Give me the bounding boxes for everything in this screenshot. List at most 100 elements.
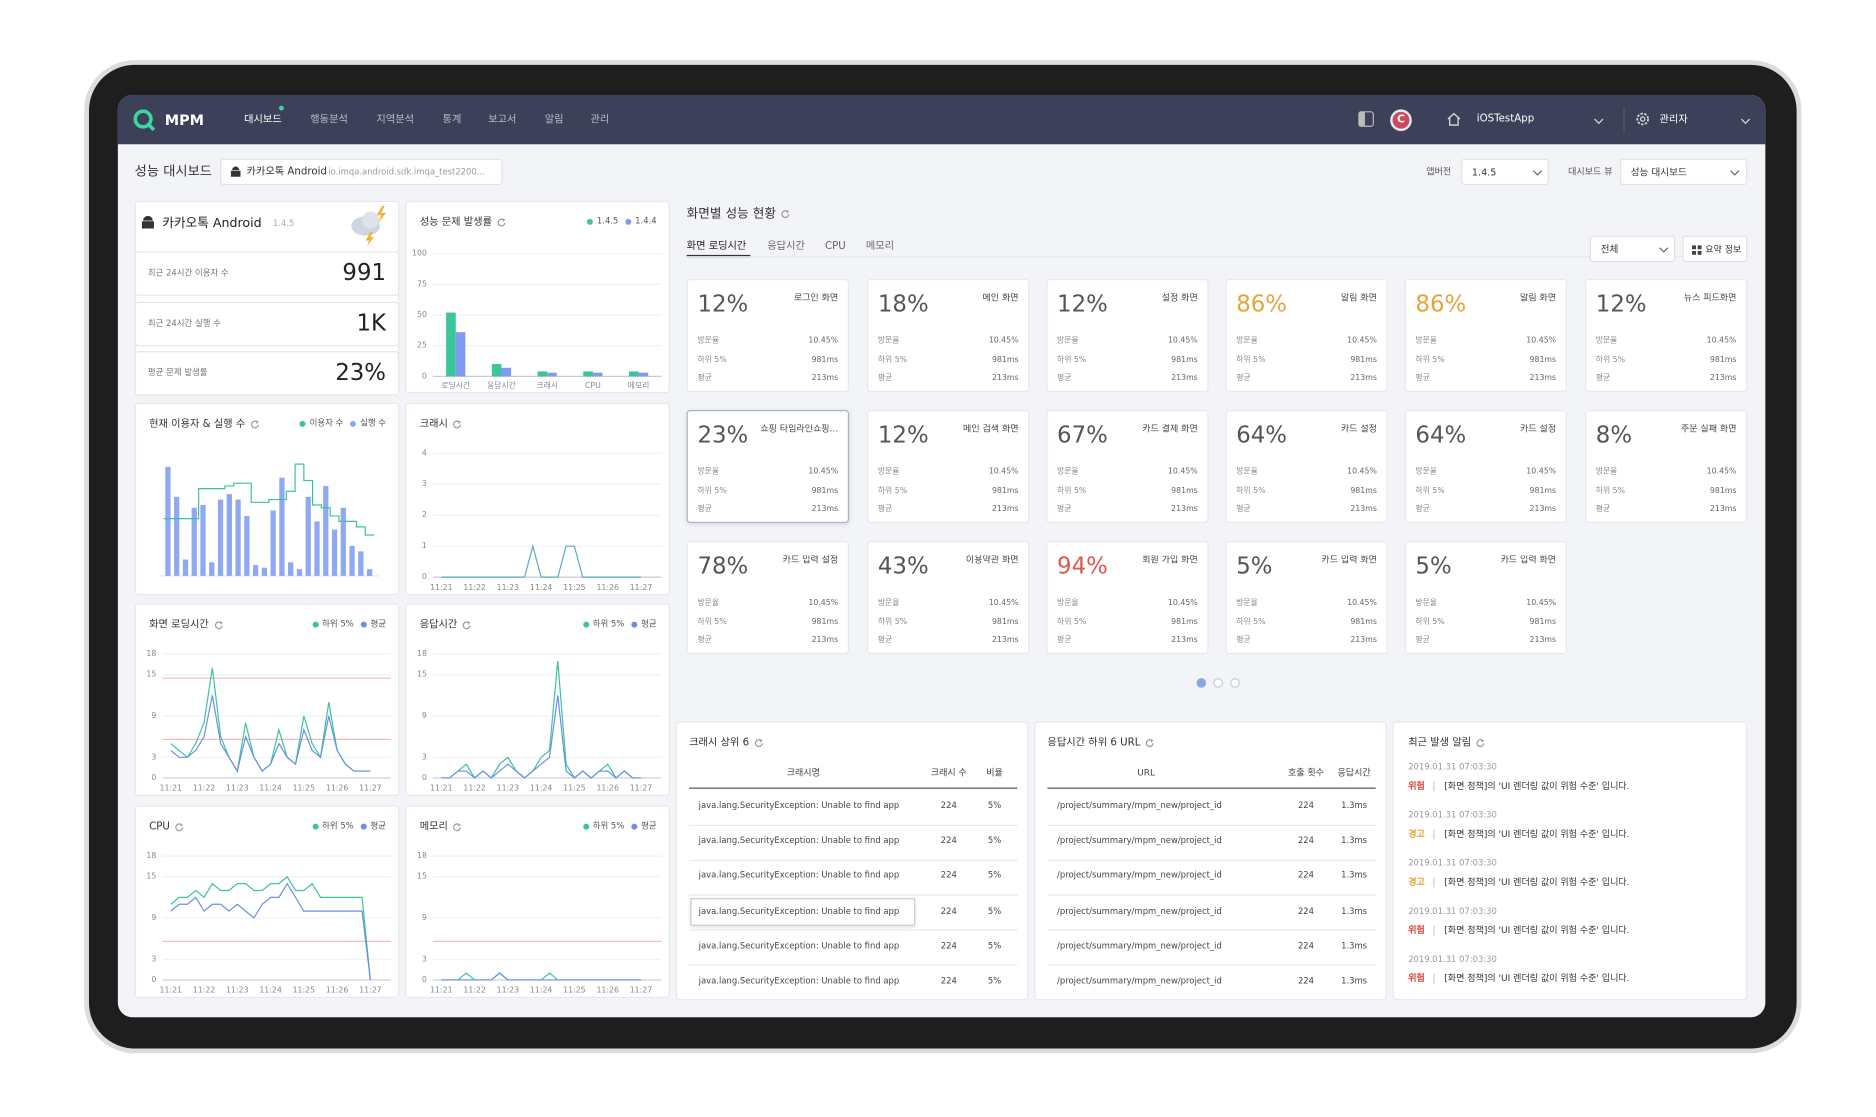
card-metric-value: 10.45%: [1706, 466, 1737, 477]
bar: [191, 507, 197, 576]
card-metric-label: 평균: [697, 372, 712, 383]
chevron: [1730, 170, 1740, 176]
page-dot[interactable]: [1196, 678, 1207, 688]
panel-header: 응답시간 하위 6 URL: [1047, 738, 1154, 748]
app-selector[interactable]: iOSTestApp: [1476, 113, 1535, 126]
bar: [537, 371, 548, 377]
card-metric-value: 981ms: [1171, 354, 1198, 364]
card-metric-label: 평균: [1595, 372, 1611, 383]
user-menu[interactable]: 관리자: [1659, 114, 1688, 127]
nav-menu-item[interactable]: 관리: [590, 114, 610, 127]
table-row-rule: [1047, 824, 1376, 826]
nav-menu-item[interactable]: 알림: [544, 114, 564, 127]
x-tick-label: 11:26: [596, 986, 619, 995]
version-select[interactable]: 1.4.5: [1461, 158, 1549, 186]
screen-card[interactable]: 23% 쇼핑 타임라인쇼핑... 방문율 10.45% 하위 5% 981ms 평균 213m…: [686, 410, 850, 524]
screen-card[interactable]: 64% 카드 설정 방문율 10.45% 하위 5% 981ms 평균 213ms: [1225, 410, 1388, 524]
refresh-icon: [453, 823, 462, 832]
series-line: [441, 660, 641, 779]
legend-item: 평균: [631, 822, 657, 830]
table-cell: 224: [1297, 976, 1315, 986]
card-metric-label: 하위 5%: [697, 354, 727, 364]
screen-card[interactable]: 67% 카드 결제 화면 방문율 10.45% 하위 5% 981ms 평균 213ms: [1046, 410, 1209, 524]
legend-dot: [583, 621, 590, 628]
table-cell: 5%: [987, 941, 1002, 951]
refresh-icon-part: [759, 739, 763, 743]
screen-card[interactable]: 78% 카드 입력 설정 방문율 10.45% 하위 5% 981ms 평균 213ms: [686, 541, 850, 655]
legend-label: 1.4.5: [596, 216, 619, 227]
screen-card[interactable]: 12% 메인 검색 화면 방문율 10.45% 하위 5% 981ms 평균 213ms: [867, 410, 1030, 524]
screen-card[interactable]: 64% 카드 설정 방문율 10.45% 하위 5% 981ms 평균 213ms: [1404, 410, 1567, 524]
card-metric-label: 평균: [1057, 634, 1072, 645]
tab[interactable]: 메모리: [865, 240, 895, 253]
chart-panel: 응답시간 하위 5% 평균 0 3 9 15 18 11:21 11:22 11:23 11:24 11…: [405, 603, 670, 796]
card-metric-value: 10.45%: [808, 335, 839, 346]
nav-menu-item[interactable]: 대시보드: [244, 114, 282, 127]
legend-item: 하위 5%: [583, 822, 624, 830]
screen-card[interactable]: 43% 이용약관 화면 방문율 10.45% 하위 5% 981ms 평균 213ms: [867, 541, 1030, 655]
refresh-icon-part: [781, 210, 790, 219]
nav-menu-item[interactable]: 보고서: [488, 114, 517, 127]
card-metric-value: 213ms: [991, 634, 1019, 645]
card-name: 설정 화면: [1161, 293, 1198, 303]
card-name: 메인 화면: [982, 293, 1019, 303]
summary-button[interactable]: 요약 정보: [1682, 235, 1748, 263]
card-metric-value: 10.45%: [1526, 597, 1557, 608]
screen-card[interactable]: 12% 설정 화면 방문율 10.45% 하위 5% 981ms 평균 213ms: [1046, 278, 1209, 392]
screen-card[interactable]: 5% 카드 입력 화면 방문율 10.45% 하위 5% 981ms 평균 213ms: [1225, 541, 1388, 655]
screen-card[interactable]: 86% 알림 화면 방문율 10.45% 하위 5% 981ms 평균 213ms: [1404, 278, 1567, 392]
stat-value: 991: [342, 259, 387, 287]
y-tick-label: 9: [422, 711, 427, 720]
bar: [305, 496, 311, 576]
nav-menu-item[interactable]: 지역분석: [376, 114, 415, 127]
panel-title: 화면별 성능 현황: [686, 206, 777, 222]
avatar[interactable]: C: [1390, 109, 1412, 132]
card-name: 카드 결제 화면: [1142, 424, 1198, 434]
screen-card[interactable]: 5% 카드 입력 화면 방문율 10.45% 하위 5% 981ms 평균 213ms: [1404, 541, 1567, 655]
card-metric-label: 하위 5%: [877, 354, 908, 364]
page-dot[interactable]: [1213, 678, 1224, 688]
alerts-panel: 최근 발생 알림 2019.01.31 07:03:30 위험 [화면 정책]의 'U…: [1392, 721, 1748, 1001]
card-metric-value: 981ms: [1171, 485, 1198, 495]
table-header-rule: [689, 787, 1018, 789]
bar: [270, 510, 276, 576]
screen-card[interactable]: 18% 메인 화면 방문율 10.45% 하위 5% 981ms 평균 213ms: [867, 278, 1030, 392]
card-percent: 12%: [697, 290, 749, 318]
screen-card[interactable]: 8% 주문 실패 화면 방문율 10.45% 하위 5% 981ms 평균 213ms: [1584, 410, 1748, 524]
card-metric-value: 10.45%: [808, 597, 839, 608]
card-name: 로그인 화면: [793, 293, 839, 303]
screen-card[interactable]: 86% 알림 화면 방문율 10.45% 하위 5% 981ms 평균 213ms: [1225, 278, 1388, 392]
screen-card[interactable]: 12% 뉴스 피드화면 방문율 10.45% 하위 5% 981ms 평균 213ms: [1584, 278, 1748, 392]
table-cell: 224: [1297, 941, 1315, 951]
table-cell: 224: [1297, 800, 1315, 811]
refresh-icon: [250, 420, 259, 429]
screen-card[interactable]: 12% 로그인 화면 방문율 10.45% 하위 5% 981ms 평균 213ms: [686, 278, 850, 392]
plot: 0 3 9 15 18 11:21 11:22 11:23 11:24 11:25 11:26 11:…: [417, 851, 662, 995]
page-dot[interactable]: [1230, 678, 1240, 688]
home-icon-part: [1447, 112, 1461, 126]
screen-card[interactable]: 94% 회원 가입 화면 방문율 10.45% 하위 5% 981ms 평균 213ms: [1046, 541, 1209, 655]
table-header: 비율: [986, 767, 1003, 778]
view-select[interactable]: 성능 대시보드: [1619, 158, 1748, 186]
x-tick-label: 11:26: [326, 784, 349, 793]
legend-item: 이용자 수: [299, 419, 343, 428]
nav-menu-item[interactable]: 행동분석: [310, 114, 348, 127]
table-header: 크래시 수: [930, 767, 967, 778]
tab[interactable]: 화면 로딩시간: [686, 240, 747, 253]
filter-select[interactable]: 전체: [1589, 235, 1676, 263]
app-chip-package: io.imqa.android.sdk.imqa_test2200...: [328, 167, 485, 177]
card-percent: 12%: [1595, 290, 1647, 318]
table-cell: 224: [940, 800, 957, 811]
card-metric-value: 213ms: [1350, 372, 1377, 383]
card-metric-label: 평균: [877, 634, 893, 645]
card-metric-value: 981ms: [991, 616, 1019, 626]
app-chip-name: 카카오톡 Android: [246, 165, 327, 178]
refresh-icon-part: [453, 823, 462, 832]
tab[interactable]: CPU: [824, 240, 846, 253]
card-metric-value: 213ms: [991, 372, 1019, 383]
tab[interactable]: 응답시간: [767, 240, 805, 253]
legend-dot: [587, 218, 594, 225]
nav-menu-item[interactable]: 통계: [442, 114, 462, 127]
card-metric-value: 981ms: [1709, 485, 1737, 495]
